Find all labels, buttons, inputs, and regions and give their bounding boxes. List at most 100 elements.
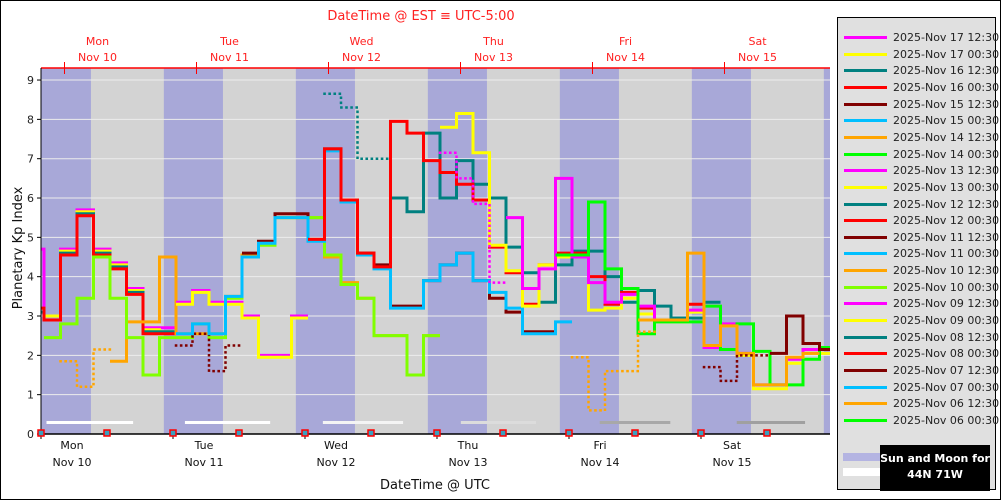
- legend-swatch: [844, 185, 887, 189]
- legend-label: 2025-Nov 17 12:30: [893, 31, 1000, 44]
- legend-item: 2025-Nov 07 00:30: [838, 380, 999, 396]
- legend-item: 2025-Nov 14 00:30: [838, 147, 999, 163]
- legend-item: 2025-Nov 17 12:30: [838, 30, 999, 46]
- time-marker: [499, 429, 507, 437]
- time-marker: [631, 429, 639, 437]
- y-tick-label: 9: [27, 74, 34, 87]
- night-band: [427, 68, 487, 434]
- legend-item: 2025-Nov 15 12:30: [838, 97, 999, 113]
- moon-bar: [736, 421, 806, 424]
- legend: 2025-Nov 17 12:30 2025-Nov 17 00:30 2025-N…: [837, 17, 1000, 490]
- time-marker: [367, 429, 375, 437]
- x-tick-day: Sat: [723, 439, 742, 452]
- legend-moon-swatch: [843, 468, 881, 476]
- legend-label: 2025-Nov 17 00:30: [893, 47, 1000, 61]
- legend-label: 2025-Nov 11 00:30: [893, 247, 1000, 261]
- legend-label: 2025-Nov 10 12:30: [893, 264, 1000, 278]
- legend-swatch: [844, 285, 887, 289]
- legend-item: 2025-Nov 06 00:30: [838, 413, 999, 429]
- legend-label: 2025-Nov 09 12:30: [893, 297, 1000, 311]
- legend-item: 2025-Nov 15 00:30: [838, 113, 999, 129]
- top-tick-date: Nov 11: [210, 51, 249, 64]
- top-tick-day: Sat: [748, 35, 767, 48]
- sun-moon-label: Sun and Moon for: [880, 452, 990, 465]
- top-tick-day: Wed: [350, 35, 374, 48]
- y-tick-label: 1: [27, 389, 34, 402]
- moon-bar: [46, 421, 134, 424]
- legend-item: 2025-Nov 16 12:30: [838, 63, 999, 79]
- y-axis-label: Planetary Kp Index: [11, 186, 26, 309]
- time-marker: [37, 429, 45, 437]
- legend-swatch: [844, 235, 887, 239]
- legend-swatch: [844, 252, 887, 256]
- legend-label: 2025-Nov 08 12:30: [893, 330, 1000, 344]
- legend-label: 2025-Nov 13 00:30: [893, 180, 1000, 194]
- legend-swatch: [844, 102, 887, 106]
- series-group: [41, 92, 830, 412]
- series-line-16: [438, 151, 508, 284]
- moon-bar: [599, 421, 671, 424]
- legend-item: 2025-Nov 14 12:30: [838, 130, 999, 146]
- legend-label: 2025-Nov 12 12:30: [893, 197, 1000, 211]
- legend-swatch: [844, 69, 887, 73]
- legend-item: 2025-Nov 13 12:30: [838, 163, 999, 179]
- series-line-13: [390, 131, 721, 320]
- legend-item: 2025-Nov 12 12:30: [838, 197, 999, 213]
- legend-label: 2025-Nov 14 00:30: [893, 147, 1000, 161]
- legend-swatch: [844, 119, 887, 123]
- x-tick-date: Nov 14: [581, 456, 620, 469]
- legend-swatch: [844, 402, 887, 406]
- legend-swatch: [844, 369, 887, 372]
- y-tick-label: 0: [27, 428, 34, 441]
- sun-moon-location: 44N 71W: [907, 468, 963, 481]
- night-band: [691, 68, 751, 434]
- series-line-8: [176, 290, 308, 359]
- y-tick-label: 6: [27, 192, 34, 205]
- series-line-20: [638, 251, 820, 387]
- time-marker: [169, 429, 177, 437]
- legend-swatch: [844, 335, 887, 339]
- chart-title: DateTime @ EST ≡ UTC-5:00: [327, 9, 514, 24]
- legend-label: 2025-Nov 06 12:30: [893, 397, 1000, 411]
- legend-night-swatch: [843, 453, 881, 461]
- legend-item: 2025-Nov 17 00:30: [838, 47, 999, 63]
- legend-label: 2025-Nov 10 00:30: [893, 280, 1000, 294]
- legend-item: 2025-Nov 11 12:30: [838, 230, 999, 246]
- x-tick-day: Fri: [593, 439, 606, 452]
- series-line-6: [44, 216, 440, 377]
- legend-label: 2025-Nov 13 12:30: [893, 164, 1000, 178]
- legend-label: 2025-Nov 14 12:30: [893, 130, 1000, 144]
- legend-swatch: [844, 36, 887, 39]
- top-tick-day: Fri: [619, 35, 632, 48]
- legend-item: 2025-Nov 11 00:30: [838, 246, 999, 262]
- series-line-4: [59, 348, 112, 389]
- top-tick-date: Nov 15: [738, 51, 777, 64]
- top-tick-date: Nov 12: [342, 51, 381, 64]
- legend-swatch: [844, 418, 887, 422]
- x-tick-date: Nov 13: [449, 456, 488, 469]
- x-tick-date: Nov 11: [185, 456, 224, 469]
- legend-item: 2025-Nov 08 00:30: [838, 346, 999, 362]
- top-tick-date: Nov 13: [474, 51, 513, 64]
- time-marker: [763, 429, 771, 437]
- legend-swatch: [844, 219, 887, 223]
- series-line-22: [770, 314, 830, 355]
- top-tick-day: Tue: [219, 35, 239, 48]
- time-marker: [301, 429, 309, 437]
- moon-bar: [322, 421, 404, 424]
- legend-label: 2025-Nov 07 00:30: [893, 380, 1000, 394]
- moon-bar: [460, 421, 536, 424]
- legend-item: 2025-Nov 09 00:30: [838, 313, 999, 329]
- legend-swatch: [844, 169, 887, 173]
- legend-item: 2025-Nov 07 12:30: [838, 363, 999, 379]
- series-line-3: [41, 214, 176, 336]
- top-tick-date: Nov 10: [78, 51, 117, 64]
- legend-swatch: [844, 319, 887, 323]
- time-marker: [433, 429, 441, 437]
- legend-swatch: [844, 202, 887, 206]
- y-tick-label: 7: [27, 153, 34, 166]
- night-band: [163, 68, 223, 434]
- legend-label: 2025-Nov 15 00:30: [893, 114, 1000, 128]
- legend-label: 2025-Nov 16 00:30: [893, 80, 1000, 94]
